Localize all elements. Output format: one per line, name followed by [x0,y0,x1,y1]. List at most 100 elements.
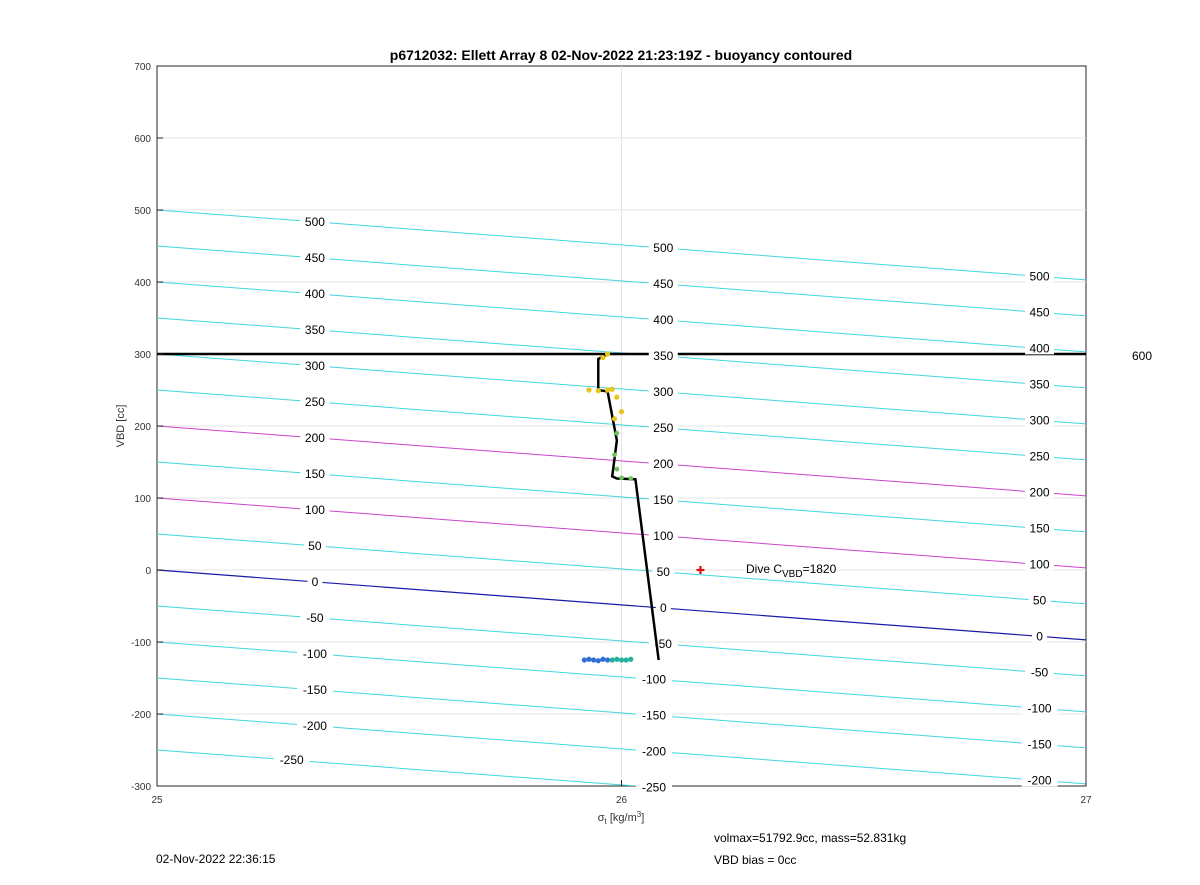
dive-cvbd-label: Dive CVBD=1820 [746,562,837,580]
contour-label: 150 [1030,521,1050,535]
x-axis-label-unit: [kg/m [607,812,637,824]
yellow-point [595,388,601,394]
green-point [612,452,617,458]
blue-point [604,657,611,663]
y-tick-label: 700 [134,62,151,73]
x-tick-label: 26 [616,795,628,806]
x-axis-label-subscript: t [605,817,608,826]
contour-label: 150 [653,493,673,507]
grid-lines [157,66,1086,786]
contour-label-bg [648,528,678,543]
contour-label-bg [1021,772,1058,787]
contour-label-bg [1025,520,1055,535]
contour-label: -150 [1028,737,1052,751]
blue-point [581,657,587,663]
contour-label: -50 [306,611,324,625]
contour-label-bg [307,573,323,588]
contour-label-bg [1021,700,1058,715]
y-tick-label: 500 [134,206,151,217]
contour-label: 500 [1030,269,1050,283]
contour-label-bg [273,752,310,767]
contour-label: -100 [303,647,327,661]
contour-label-bg [1025,304,1055,319]
contour-label: 0 [660,601,667,615]
contour-label: 450 [1030,305,1050,319]
contour-label-bg [636,671,673,686]
blue-point [591,657,597,663]
contour-label: 50 [657,565,671,579]
yellow-point [586,387,592,393]
contour-label-bg [1025,484,1055,499]
contour-label-bg [636,707,673,722]
max-line-label: 600 [1132,349,1152,363]
yellow-point [600,355,606,361]
contour-label: -150 [303,683,327,697]
contour-label: 150 [305,467,325,481]
blue-point [595,658,601,664]
contour-label: 250 [653,421,673,435]
contour-label-bg [300,249,330,264]
contour-label: 350 [1030,377,1050,391]
blue-point [614,656,620,662]
contour-label: 400 [1030,341,1050,355]
contour-label-bg [296,717,333,732]
yellow-point [609,386,615,392]
x-tick-label: 25 [151,795,163,806]
contour-label-bg [1025,556,1055,571]
contour-label-bg [300,285,330,300]
contour-label-bg [1021,736,1058,751]
y-axis-label: VBD [cc] [115,405,127,448]
contour-label-bg [648,384,678,399]
contour-label: -250 [642,780,666,794]
contour-label-bg [300,609,330,624]
contour-label: -200 [642,744,666,758]
contour-label-bg [300,321,330,336]
contour-label-bg [1025,664,1055,679]
y-tick-label: 300 [134,350,151,361]
contour-label-bg [1028,592,1051,607]
contour-label: 250 [305,395,325,409]
contour-label: -100 [1028,701,1052,715]
contour-label-bg [296,681,333,696]
contour-label: 0 [312,575,319,589]
dive-cvbd-label-value: =1820 [803,562,837,576]
contour-label: 100 [1030,557,1050,571]
contour-label-bg [1025,448,1055,463]
contour-label-bg [648,240,678,255]
contour-label: 50 [1033,593,1047,607]
yellow-point [614,394,620,400]
contour-label: 400 [305,287,325,301]
x-axis-label-symbol: σ [598,812,605,824]
contour-label-bg [648,456,678,471]
contour-label-bg [300,429,330,444]
contour-label: 300 [653,385,673,399]
contour-label-bg [300,393,330,408]
contour-label-bg [648,276,678,291]
x-axis-label-unit-sup: 3 [637,810,642,819]
y-tick-label: 200 [134,422,151,433]
y-tick-label: -100 [131,638,151,649]
contour-label: 400 [653,313,673,327]
yellow-point [618,409,625,415]
yellow-point [604,351,611,357]
footer-vbd-bias: VBD bias = 0cc [714,853,797,867]
dive-cvbd-label-subscript: VBD [782,569,803,580]
y-tick-label: 400 [134,278,151,289]
contour-label: 450 [653,277,673,291]
contour-label-bg [1025,268,1055,283]
contour-label-bg [296,645,333,660]
dive-profile [581,351,705,664]
contour-label-bg [1025,412,1055,427]
blue-point [609,657,615,663]
contour-label-bg [300,465,330,480]
contour-label-bg [648,312,678,327]
contour-label: 250 [1030,449,1050,463]
footer-timestamp: 02-Nov-2022 22:36:15 [156,852,276,866]
contour-label: 500 [653,241,673,255]
contour-label-bg [1032,628,1048,643]
footer-volmax: volmax=51792.9cc, mass=52.831kg [714,831,907,845]
contour-label: -150 [642,708,666,722]
y-tick-label: 100 [134,494,151,505]
